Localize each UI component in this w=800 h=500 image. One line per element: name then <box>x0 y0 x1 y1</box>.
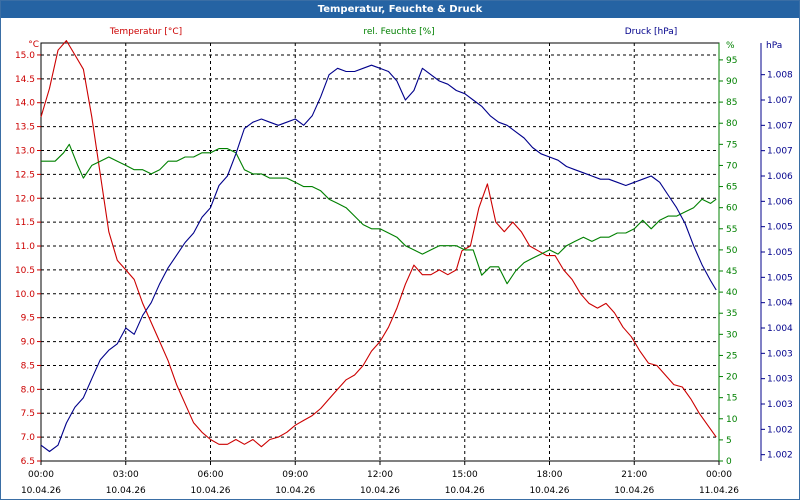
humidity-tick-label: 60 <box>726 204 738 214</box>
x-tick-date-label: 10.04.26 <box>190 486 230 496</box>
temperature-tick-label: 8.5 <box>21 361 35 371</box>
pressure-tick-label: 1.004 <box>767 324 793 334</box>
humidity-tick-label: 65 <box>726 183 737 193</box>
humidity-tick-label: 70 <box>726 161 738 171</box>
temperature-tick-label: 7.0 <box>21 433 36 443</box>
pressure-tick-label: 1.003 <box>767 375 793 385</box>
humidity-tick-label: 90 <box>726 77 738 87</box>
pressure-tick-label: 1.003 <box>767 349 793 359</box>
temperature-tick-label: 11.0 <box>15 242 35 252</box>
x-tick-date-label: 10.04.26 <box>21 486 61 496</box>
humidity-tick-label: 15 <box>726 394 737 404</box>
pressure-tick-label: 1.004 <box>767 299 793 309</box>
pressure-tick-label: 1.005 <box>767 273 793 283</box>
pressure-tick-label: 1.008 <box>767 71 793 81</box>
temperature-axis-title: Temperatur [°C] <box>109 27 182 37</box>
x-tick-time-label: 18:00 <box>537 470 563 480</box>
humidity-tick-label: 55 <box>726 225 737 235</box>
humidity-tick-label: 95 <box>726 56 737 66</box>
humidity-tick-label: 0 <box>726 457 732 467</box>
pressure-axis-title: Druck [hPa] <box>625 27 678 37</box>
temperature-tick-label: 6.5 <box>21 457 35 467</box>
pressure-unit-label: hPa <box>766 41 782 51</box>
pressure-tick-label: 1.005 <box>767 223 793 233</box>
temperature-tick-label: 13.0 <box>15 146 35 156</box>
humidity-tick-label: 80 <box>726 119 738 129</box>
x-tick-time-label: 21:00 <box>621 470 647 480</box>
x-tick-date-label: 10.04.26 <box>614 486 654 496</box>
chart-title: Temperatur, Feuchte & Druck <box>1 1 799 18</box>
pressure-tick-label: 1.007 <box>767 96 793 106</box>
humidity-tick-label: 50 <box>726 246 738 256</box>
x-tick-time-label: 03:00 <box>113 470 139 480</box>
temperature-tick-label: 10.5 <box>15 266 35 276</box>
x-tick-date-label: 10.04.26 <box>529 486 569 496</box>
temperature-tick-label: 8.0 <box>21 385 36 395</box>
temperature-tick-label: 14.5 <box>15 75 35 85</box>
pressure-tick-label: 1.003 <box>767 400 793 410</box>
temperature-tick-label: 12.5 <box>15 170 35 180</box>
humidity-tick-label: 45 <box>726 267 737 277</box>
pressure-tick-label: 1.002 <box>767 425 793 435</box>
temperature-tick-label: 7.5 <box>21 409 35 419</box>
pressure-tick-label: 1.007 <box>767 147 793 157</box>
x-tick-date-label: 10.04.26 <box>360 486 400 496</box>
x-tick-date-label: 10.04.26 <box>445 486 485 496</box>
x-tick-time-label: 00:00 <box>706 470 732 480</box>
humidity-tick-label: 40 <box>726 288 738 298</box>
x-tick-time-label: 00:00 <box>28 470 54 480</box>
pressure-tick-label: 1.006 <box>767 172 793 182</box>
temperature-tick-label: 14.0 <box>15 99 35 109</box>
pressure-tick-label: 1.007 <box>767 121 793 131</box>
humidity-tick-label: 5 <box>726 436 732 446</box>
humidity-tick-label: 20 <box>726 373 738 383</box>
humidity-tick-label: 30 <box>726 330 738 340</box>
x-tick-date-label: 10.04.26 <box>275 486 315 496</box>
x-tick-time-label: 12:00 <box>367 470 393 480</box>
humidity-tick-label: 85 <box>726 98 737 108</box>
pressure-tick-label: 1.006 <box>767 197 793 207</box>
pressure-tick-label: 1.002 <box>767 451 793 461</box>
temperature-tick-label: 15.0 <box>15 51 35 61</box>
x-tick-date-label: 11.04.26 <box>699 486 739 496</box>
temperature-tick-label: 11.5 <box>15 218 35 228</box>
pressure-tick-label: 1.005 <box>767 248 793 258</box>
temperature-tick-label: 13.5 <box>15 123 35 133</box>
temperature-unit-label: °C <box>28 40 39 50</box>
temperature-tick-label: 9.0 <box>21 338 36 348</box>
humidity-tick-label: 35 <box>726 309 737 319</box>
temperature-tick-label: 10.0 <box>15 290 35 300</box>
humidity-axis-title: rel. Feuchte [%] <box>363 27 434 37</box>
humidity-tick-label: 75 <box>726 140 737 150</box>
humidity-tick-label: 10 <box>726 415 738 425</box>
humidity-unit-label: % <box>726 41 735 51</box>
temperature-line <box>40 40 717 448</box>
humidity-tick-label: 25 <box>726 351 737 361</box>
x-tick-time-label: 15:00 <box>452 470 478 480</box>
x-tick-time-label: 06:00 <box>198 470 224 480</box>
temperature-tick-label: 9.5 <box>21 314 35 324</box>
pressure-line <box>40 64 717 453</box>
x-tick-date-label: 10.04.26 <box>106 486 146 496</box>
x-tick-time-label: 09:00 <box>282 470 308 480</box>
temperature-tick-label: 12.0 <box>15 194 35 204</box>
humidity-line <box>41 143 717 285</box>
chart-plot: 00:00 10.04.26 03:00 10.04.26 06:00 10.04.26 0… <box>15 27 793 496</box>
